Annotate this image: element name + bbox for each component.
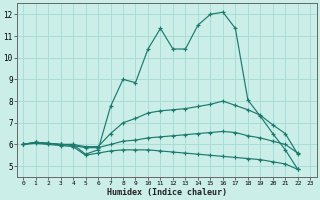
X-axis label: Humidex (Indice chaleur): Humidex (Indice chaleur) (107, 188, 227, 197)
